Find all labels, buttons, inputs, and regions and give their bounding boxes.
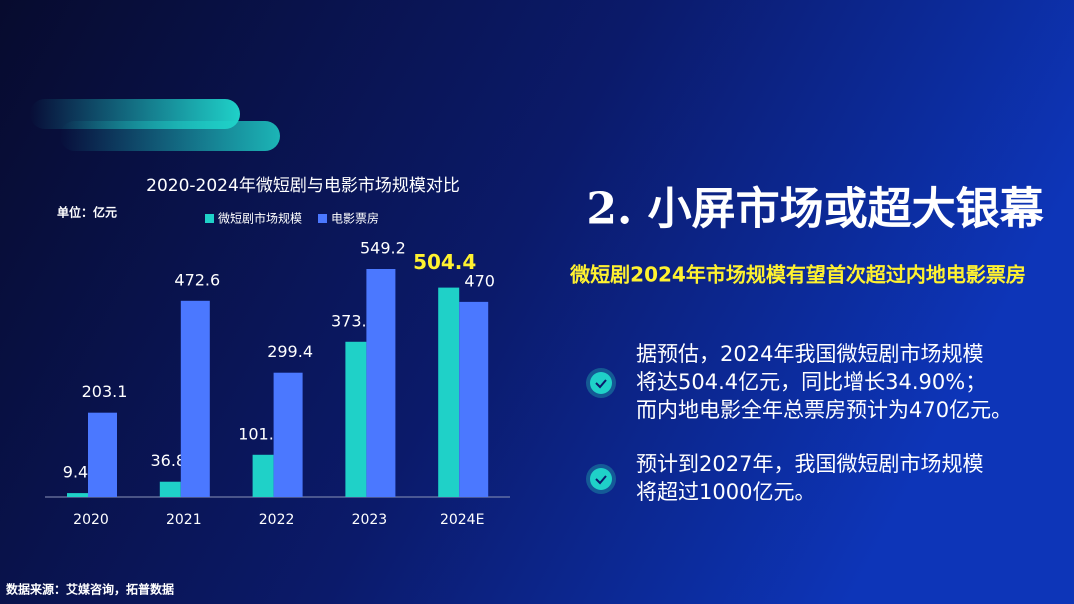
check-icon xyxy=(590,468,612,490)
value-label: 470 xyxy=(464,271,495,290)
x-tick-label: 2022 xyxy=(259,512,295,528)
bar xyxy=(273,372,303,497)
x-tick-label: 2021 xyxy=(166,512,202,528)
bullet-text: 据预估，2024年我国微短剧市场规模 xyxy=(636,342,983,366)
bullet-text: 将达504.4亿元，同比增长34.90%； xyxy=(636,370,986,394)
bullet-text: 预计到2027年，我国微短剧市场规模 xyxy=(636,452,983,476)
value-label: 101.7 xyxy=(238,424,284,443)
bar xyxy=(88,412,117,497)
bar xyxy=(366,269,396,497)
value-label: 504.4 xyxy=(413,250,476,274)
bar xyxy=(438,287,460,497)
check-icon xyxy=(590,372,612,394)
value-label: 373.9 xyxy=(331,311,377,330)
bar xyxy=(459,301,489,497)
unit-label: 单位：亿元 xyxy=(57,205,117,220)
value-label: 299.4 xyxy=(267,342,313,361)
x-tick-label: 2020 xyxy=(73,512,109,528)
legend-swatch xyxy=(318,214,327,223)
bar xyxy=(345,341,367,497)
legend-label: 微短剧市场规模 xyxy=(218,211,302,226)
bullet-text: 将超过1000亿元。 xyxy=(636,480,815,504)
bar xyxy=(252,454,274,497)
value-label: 36.8 xyxy=(150,451,186,470)
value-label: 9.4 xyxy=(63,463,88,482)
legend-swatch xyxy=(205,214,214,223)
source: 数据来源：艾媒咨询，拓普数据 xyxy=(6,582,174,597)
bar-chart: 微短剧市场规模 电影票房 2020 9.4 203.1 2021 36.8 472.6 2022… xyxy=(63,211,495,529)
value-label: 472.6 xyxy=(174,270,220,289)
subheading: 微短剧2024年市场规模有望首次超过内地电影票房 xyxy=(569,263,1026,287)
x-tick-label: 2024E xyxy=(440,512,484,528)
chart-title: 2020-2024年微短剧与电影市场规模对比 xyxy=(146,176,460,196)
decor xyxy=(60,121,280,151)
bar xyxy=(180,300,210,497)
x-tick-label: 2023 xyxy=(352,512,388,528)
bar xyxy=(67,493,88,497)
value-label: 203.1 xyxy=(82,382,128,401)
bullet-text: 而内地电影全年总票房预计为470亿元。 xyxy=(636,398,1012,422)
value-label: 549.2 xyxy=(360,239,406,258)
bar xyxy=(159,481,181,497)
heading: 2. 小屏市场或超大银幕 xyxy=(586,184,1044,235)
legend-label: 电影票房 xyxy=(331,211,379,226)
check-mark xyxy=(595,475,607,485)
check-mark xyxy=(595,379,607,389)
